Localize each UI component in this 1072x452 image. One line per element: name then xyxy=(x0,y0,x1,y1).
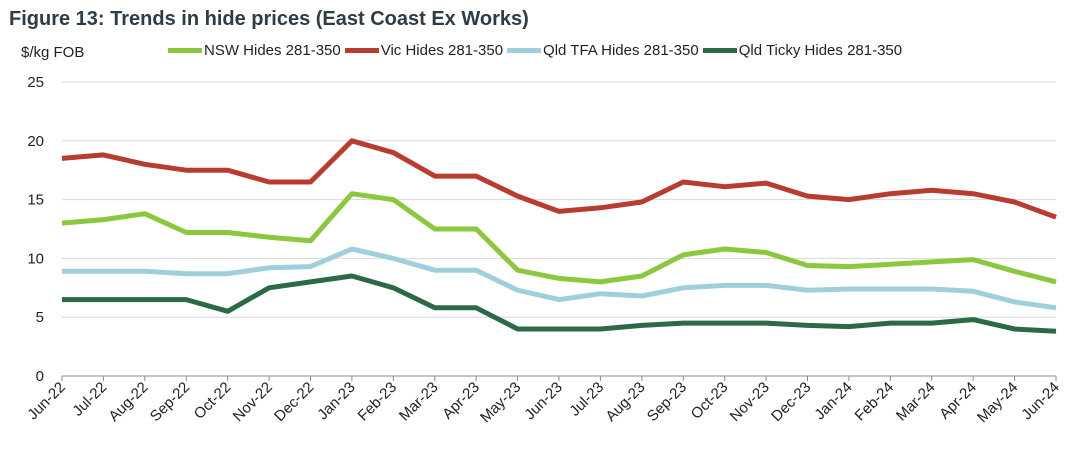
x-tick-label: Oct-22 xyxy=(191,379,235,423)
x-tick-label: Jul-23 xyxy=(566,379,607,420)
x-tick-label: Feb-23 xyxy=(355,379,401,425)
series-lines xyxy=(61,138,1057,334)
x-tick-label: Sep-22 xyxy=(147,379,193,425)
x-tick-label: Nov-23 xyxy=(727,379,773,425)
x-tick-label: Jul-22 xyxy=(69,379,110,420)
y-tick-label: 15 xyxy=(27,192,44,209)
y-axis-unit-label: $/kg FOB xyxy=(21,44,85,61)
x-tick-label: Feb-24 xyxy=(852,379,898,425)
x-tick-label: Jun-23 xyxy=(521,379,565,423)
legend-swatch-nsw xyxy=(168,48,202,53)
x-tick-label: May-23 xyxy=(477,379,524,426)
legend-label-qld-ticky: Qld Ticky Hides 281-350 xyxy=(738,42,903,59)
x-tick-label: Dec-23 xyxy=(768,379,814,425)
y-tick-label: 0 xyxy=(36,368,44,385)
series-line-vic xyxy=(61,138,1057,220)
x-tick-label: Apr-24 xyxy=(936,379,980,423)
x-tick-label: Nov-22 xyxy=(230,379,276,425)
x-tick-label: May-24 xyxy=(974,379,1021,426)
x-tick-label: Mar-23 xyxy=(396,379,442,425)
legend-swatch-qld-tfa xyxy=(507,48,542,53)
legend-swatch-vic xyxy=(344,48,379,53)
x-tick-label: Jun-24 xyxy=(1018,379,1062,423)
legend: NSW Hides 281-350 Vic Hides 281-350 Qld … xyxy=(168,42,906,59)
x-tick-label: Oct-23 xyxy=(688,379,732,423)
x-tick-label: Mar-24 xyxy=(893,379,939,425)
x-tick-label: Dec-22 xyxy=(271,379,317,425)
y-axis-ticks: 0 5 10 15 20 25 xyxy=(27,74,44,385)
x-tick-label: Jan-24 xyxy=(811,379,855,423)
legend-item-qld-tfa: Qld TFA Hides 281-350 xyxy=(507,42,699,59)
y-tick-label: 5 xyxy=(36,309,44,326)
legend-item-nsw: NSW Hides 281-350 xyxy=(168,42,341,59)
x-tick-label: Aug-23 xyxy=(602,379,648,425)
y-tick-label: 20 xyxy=(27,133,44,150)
chart-title: Figure 13: Trends in hide prices (East C… xyxy=(9,8,529,30)
y-tick-label: 25 xyxy=(27,74,44,91)
legend-label-qld-tfa: Qld TFA Hides 281-350 xyxy=(543,42,699,59)
x-axis: Jun-22 Jul-22Aug-22Sep-22Oct-22Nov-22Dec-… xyxy=(24,376,1063,426)
legend-label-vic: Vic Hides 281-350 xyxy=(380,42,504,59)
x-tick-label: Jan-23 xyxy=(314,379,358,423)
series-line-nsw xyxy=(61,191,1057,285)
x-tick-label: Sep-23 xyxy=(644,379,690,425)
y-tick-label: 10 xyxy=(27,250,44,267)
legend-label-nsw: NSW Hides 281-350 xyxy=(204,42,341,59)
grid-lines xyxy=(62,81,1056,377)
x-tick-label: Jun-22 xyxy=(24,379,68,423)
legend-item-qld-ticky: Qld Ticky Hides 281-350 xyxy=(702,42,903,59)
series-line-qld-ticky xyxy=(62,273,1057,334)
x-tick-label: Aug-22 xyxy=(105,379,151,425)
legend-swatch-qld-ticky xyxy=(702,48,737,53)
series-line-qld-tfa xyxy=(62,246,1057,311)
x-tick-label: Apr-23 xyxy=(439,379,483,423)
legend-item-vic: Vic Hides 281-350 xyxy=(344,42,504,59)
